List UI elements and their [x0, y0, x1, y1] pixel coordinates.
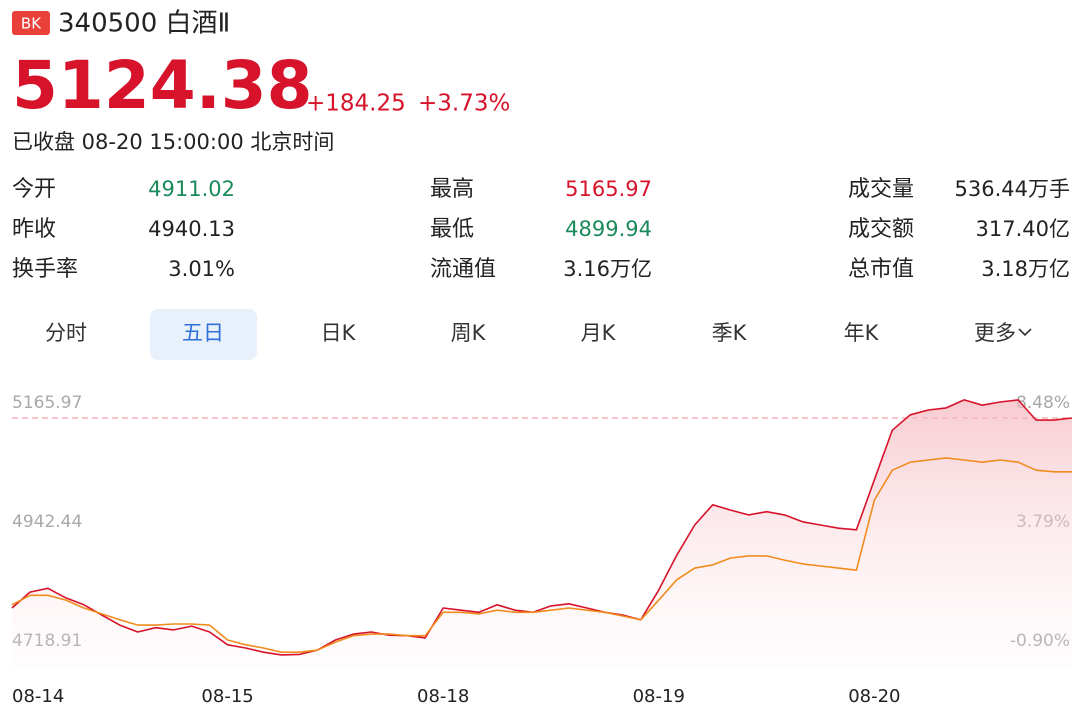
stat-value: 4911.02: [148, 177, 235, 201]
tab[interactable]: 分时: [45, 321, 87, 345]
stat-value: 4899.94: [565, 217, 652, 241]
series-line: [11, 457, 1072, 653]
stat-label: 流通值: [430, 257, 496, 282]
stat-label: 最低: [430, 217, 474, 242]
active-tab-bg: [150, 309, 257, 360]
tab[interactable]: 日K: [321, 321, 357, 345]
tab[interactable]: 周K: [451, 321, 487, 345]
tabs: 分时 五日 日K 周K 月K 季K 年K 更多: [45, 321, 1016, 345]
stat-value: 3.16万亿: [563, 257, 652, 281]
stat-value: 317.40亿: [976, 217, 1070, 241]
stat-value: 536.44万手: [955, 177, 1070, 201]
stat-value: 3.01%: [168, 257, 235, 281]
y2-tick-label: 8.48%: [1016, 393, 1070, 413]
stat-value: 3.18万亿: [981, 257, 1070, 281]
stat-label: 最高: [430, 177, 474, 202]
y-tick-label: 5165.97: [12, 393, 82, 413]
title: 340500 白酒Ⅱ: [58, 9, 230, 39]
change: +184.25: [306, 91, 406, 117]
stat-label: 总市值: [848, 257, 914, 282]
chevron: [1018, 328, 1032, 337]
x-tick-label: 08-14: [12, 686, 64, 707]
chart: 5165.974942.444718.918.48%3.79%-0.90%08-…: [11, 393, 1073, 707]
area: [12, 399, 1072, 668]
y-tick-label: 4942.44: [12, 512, 82, 532]
tab[interactable]: 季K: [712, 321, 748, 345]
x-tick-label: 08-20: [848, 686, 900, 707]
tab[interactable]: 更多: [974, 321, 1016, 345]
stat-value: 5165.97: [565, 177, 652, 201]
stat-value: 4940.13: [148, 217, 235, 241]
badge-text: BK: [21, 15, 42, 33]
x-tick-label: 08-18: [417, 686, 469, 707]
stat-label: 昨收: [12, 217, 56, 242]
stat-label: 今开: [12, 177, 56, 202]
change-percent: +3.73%: [418, 91, 510, 117]
series-line: [11, 399, 1073, 656]
badge: [12, 11, 50, 35]
stat-label: 成交量: [848, 177, 914, 202]
tab[interactable]: 五日: [182, 321, 224, 345]
price: 5124.38: [12, 47, 313, 124]
tab[interactable]: 月K: [581, 321, 617, 345]
x-tick-label: 08-15: [201, 686, 253, 707]
x-tick-label: 08-19: [633, 686, 685, 707]
status: 已收盘 08-20 15:00:00 北京时间: [12, 130, 334, 154]
stat-label: 换手率: [12, 257, 78, 282]
stat-label: 成交额: [848, 217, 914, 242]
tab[interactable]: 年K: [844, 321, 880, 345]
